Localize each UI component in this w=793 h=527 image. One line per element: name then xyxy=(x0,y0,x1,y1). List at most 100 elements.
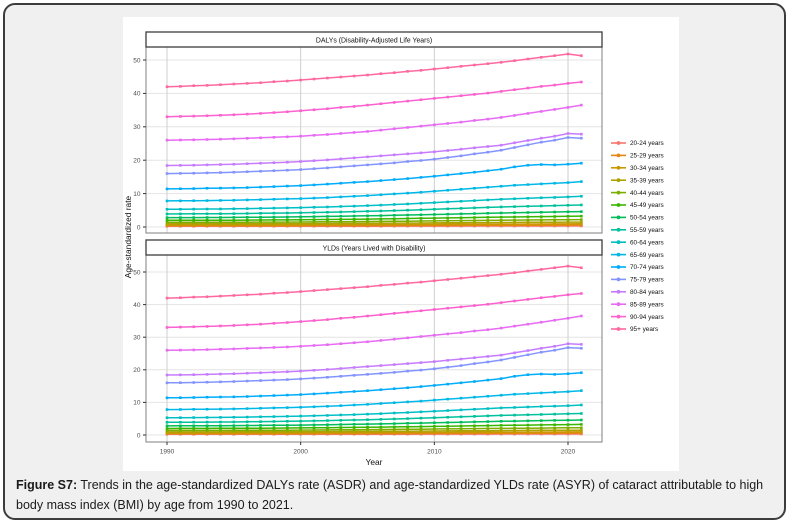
data-point xyxy=(286,218,289,222)
data-point xyxy=(165,164,169,167)
data-point xyxy=(286,135,289,139)
data-point xyxy=(179,85,182,88)
data-point xyxy=(419,124,423,128)
data-point xyxy=(379,154,383,158)
series-line xyxy=(167,210,582,219)
chart: DALYs (Disability-Adjusted Life Years) 0 1… xyxy=(123,17,679,471)
legend-key-point xyxy=(616,240,621,245)
data-point xyxy=(205,407,209,411)
data-point xyxy=(192,295,196,299)
data-point xyxy=(326,426,329,429)
data-point xyxy=(366,418,369,421)
data-point xyxy=(419,98,423,102)
data-point xyxy=(366,214,369,218)
data-point xyxy=(499,211,503,215)
data-point xyxy=(406,427,409,431)
data-point xyxy=(406,336,409,340)
data-point xyxy=(259,424,262,427)
data-point xyxy=(486,117,490,121)
data-point xyxy=(513,146,516,149)
data-point xyxy=(499,377,503,380)
data-point xyxy=(245,162,249,166)
data-point xyxy=(245,137,249,140)
data-point xyxy=(433,67,436,71)
data-point xyxy=(312,196,316,200)
data-point xyxy=(513,197,516,201)
data-point xyxy=(499,406,503,410)
data-point xyxy=(205,218,209,222)
data-point xyxy=(486,145,490,148)
data-point xyxy=(259,379,262,382)
data-point xyxy=(165,199,169,203)
data-point xyxy=(473,427,476,430)
data-point xyxy=(513,221,516,224)
data-point xyxy=(272,161,276,165)
data-point xyxy=(486,302,490,306)
data-point xyxy=(366,403,369,406)
data-point xyxy=(286,393,289,397)
data-point xyxy=(392,411,396,415)
data-point xyxy=(580,314,583,318)
data-point xyxy=(312,419,316,423)
data-point xyxy=(299,414,302,418)
data-point xyxy=(286,415,289,418)
data-point xyxy=(245,293,249,297)
data-point xyxy=(205,395,209,399)
data-point xyxy=(366,389,369,392)
data-point xyxy=(179,172,182,175)
data-point xyxy=(272,346,276,349)
data-point xyxy=(406,219,409,223)
data-point xyxy=(245,198,249,202)
data-point xyxy=(553,83,556,87)
data-point xyxy=(446,429,450,433)
data-point xyxy=(326,391,329,395)
data-point xyxy=(379,412,383,415)
facet-strip xyxy=(145,239,603,256)
data-point xyxy=(486,424,490,427)
data-point xyxy=(486,429,490,432)
data-point xyxy=(232,218,236,222)
data-point xyxy=(192,84,196,88)
data-point xyxy=(379,431,383,434)
data-point xyxy=(486,206,490,209)
data-point xyxy=(339,287,343,290)
data-point xyxy=(339,404,343,407)
data-point xyxy=(352,156,356,160)
data-point xyxy=(352,204,356,208)
legend-key-point xyxy=(616,327,621,331)
data-point xyxy=(312,218,316,221)
data-point xyxy=(539,419,543,422)
data-point xyxy=(205,420,209,424)
data-point xyxy=(192,424,196,428)
data-point xyxy=(352,374,356,377)
data-point xyxy=(245,212,249,215)
data-point xyxy=(392,214,396,217)
data-point xyxy=(486,211,490,215)
data-point xyxy=(513,406,516,409)
data-point xyxy=(553,210,556,214)
data-point xyxy=(326,318,329,321)
data-point xyxy=(446,156,450,159)
data-point xyxy=(513,419,516,423)
data-point xyxy=(326,288,329,291)
y-tick-label: 20 xyxy=(133,158,141,165)
data-point xyxy=(219,430,222,434)
data-point xyxy=(433,150,436,154)
data-point xyxy=(219,222,222,226)
data-point xyxy=(513,183,516,187)
data-point xyxy=(352,366,356,369)
data-point xyxy=(205,114,209,118)
data-point xyxy=(326,133,329,136)
data-point xyxy=(286,321,289,324)
data-point xyxy=(539,296,543,300)
data-point xyxy=(219,220,222,224)
data-point xyxy=(406,362,409,365)
data-point xyxy=(286,420,289,423)
data-point xyxy=(272,426,276,430)
data-point xyxy=(232,420,236,424)
data-point xyxy=(459,222,463,226)
data-point xyxy=(179,408,182,411)
data-point xyxy=(446,332,450,336)
series-line xyxy=(167,431,582,434)
data-point xyxy=(259,322,262,326)
